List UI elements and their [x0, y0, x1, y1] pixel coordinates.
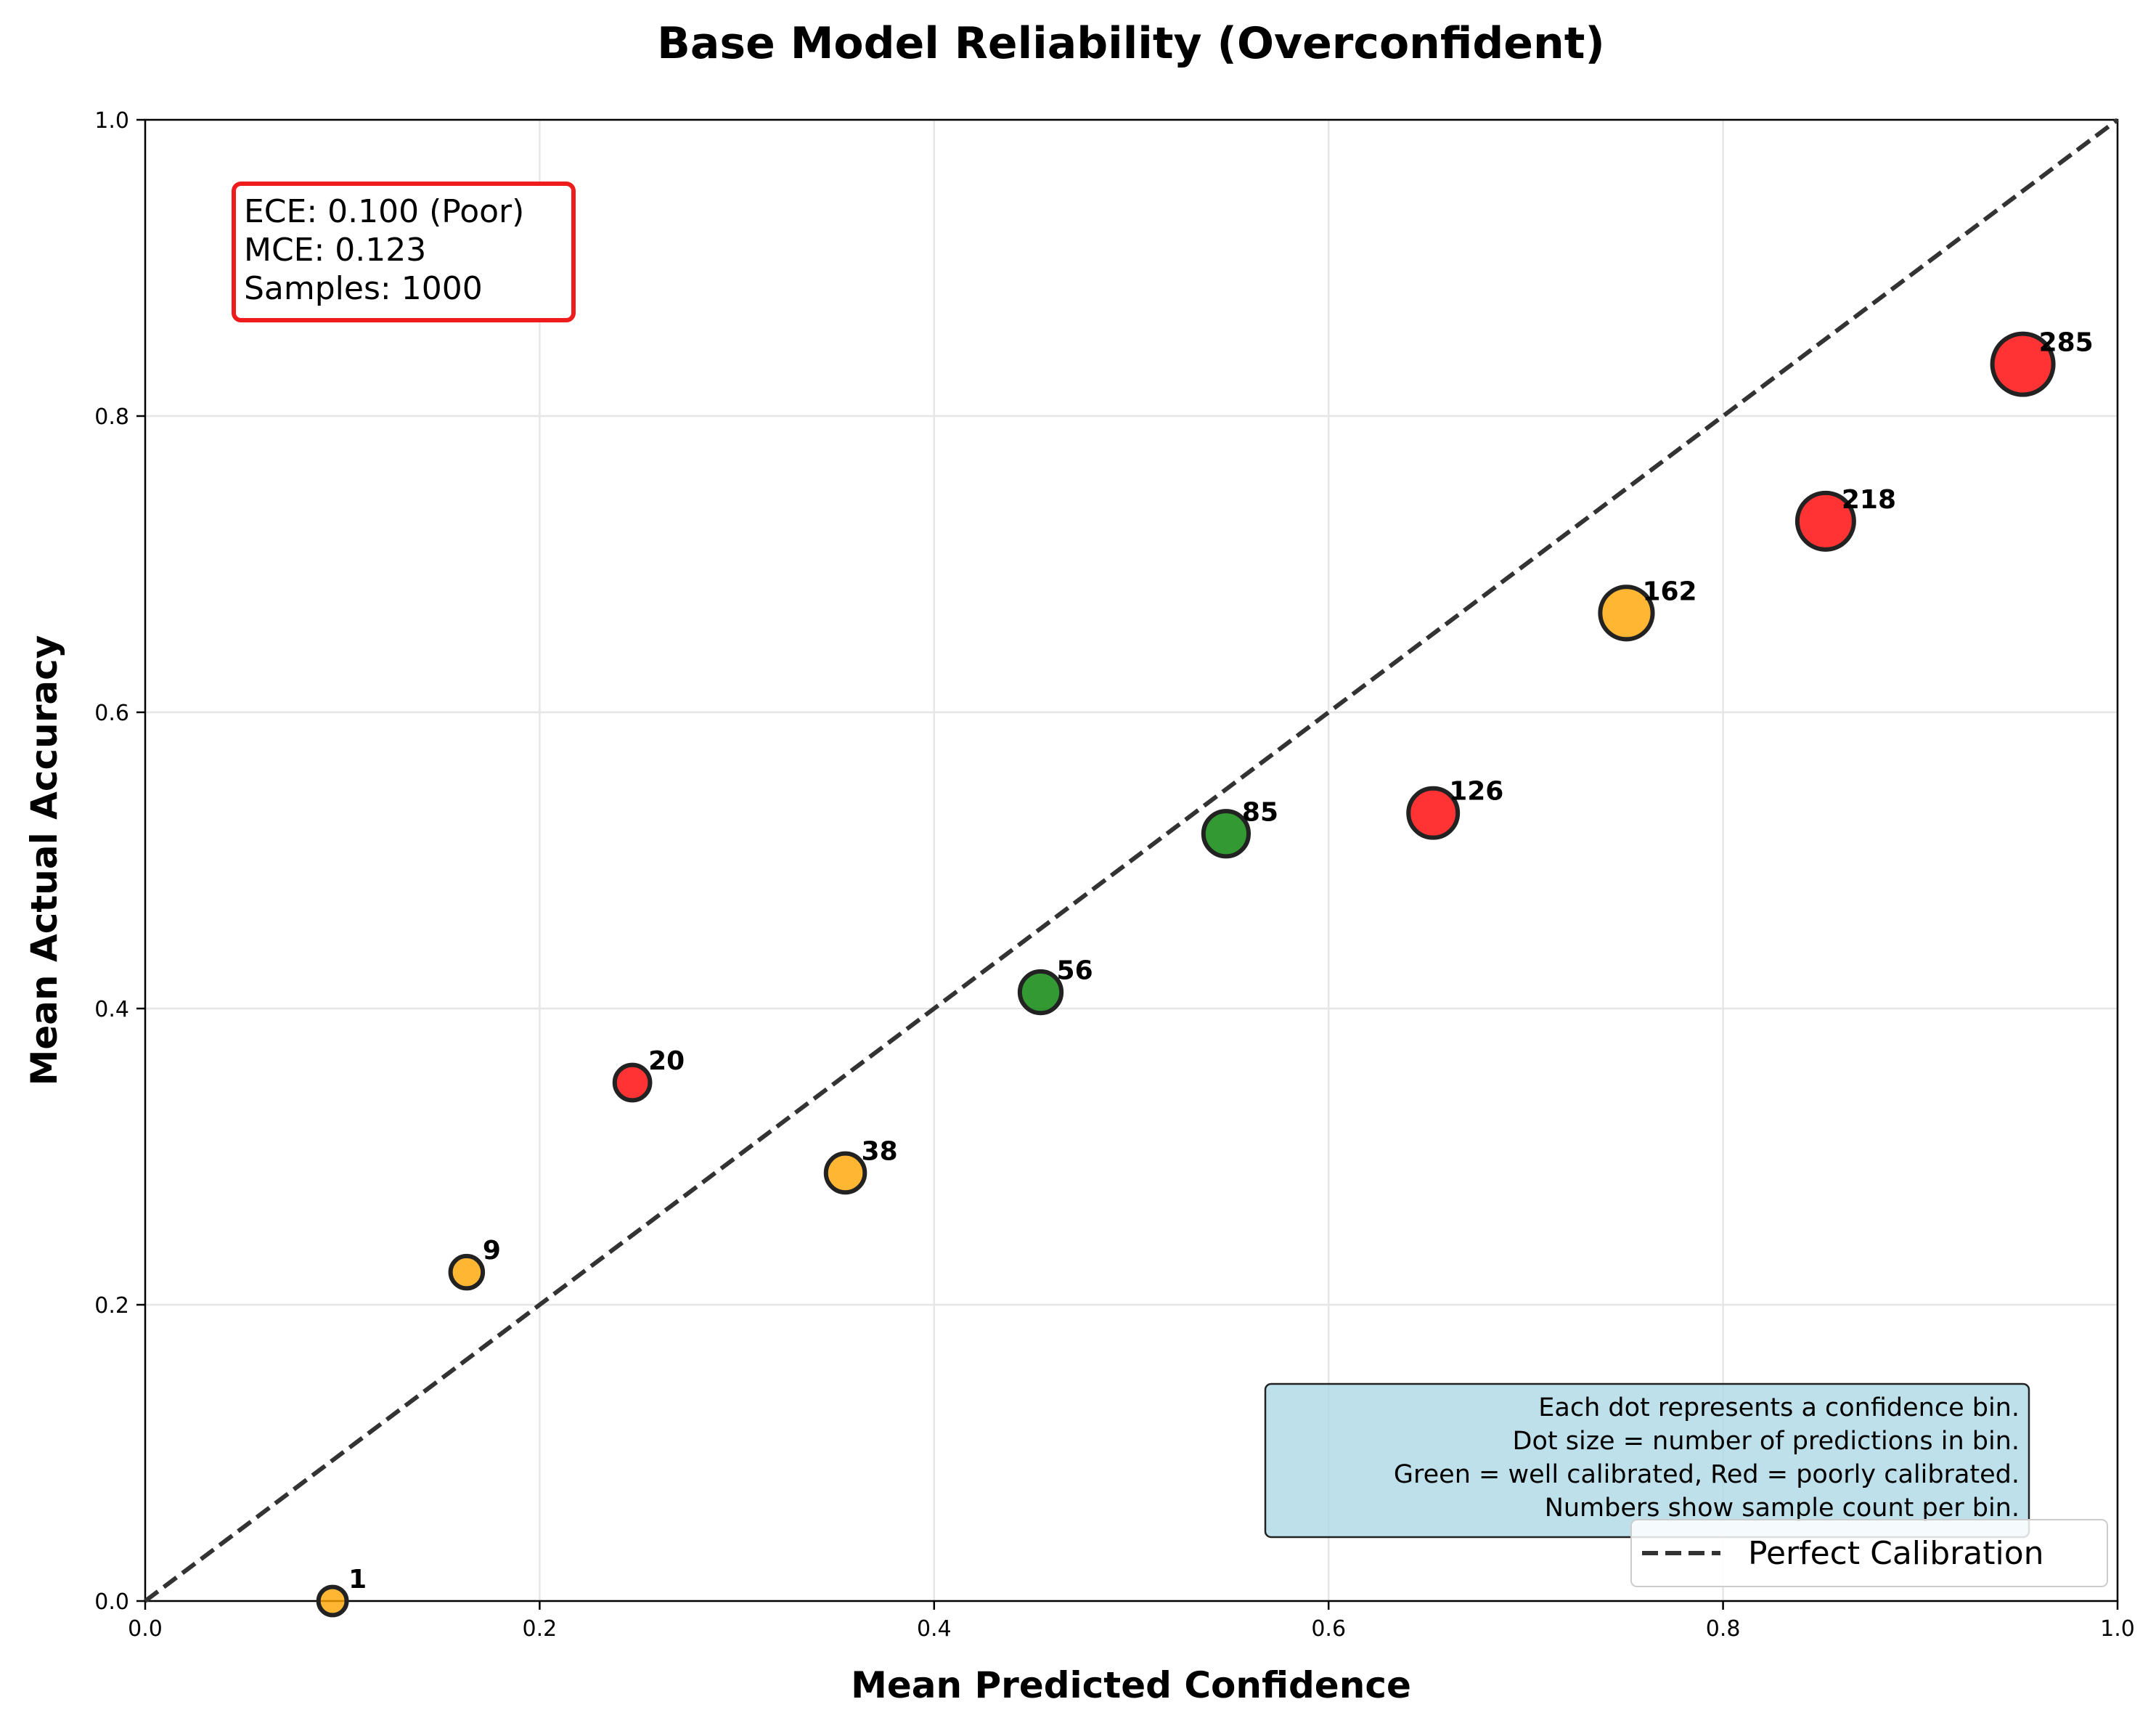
bin-label-285: 285 [2039, 328, 2094, 358]
stats-mce: MCE: 0.123 [244, 232, 426, 269]
bin-point-1 [316, 1584, 349, 1618]
x-tick-label: 1.0 [2100, 1616, 2135, 1642]
bin-point-56 [1017, 969, 1064, 1016]
perfect-calibration-line [144, 118, 2119, 1603]
bin-label-1: 1 [348, 1565, 367, 1594]
bin-label-218: 218 [1842, 485, 1896, 515]
bin-label-56: 56 [1057, 956, 1093, 986]
plot-frame [144, 118, 2119, 1602]
y-tick-label: 1.0 [94, 108, 129, 134]
bin-point-38 [823, 1151, 867, 1195]
legend-label-perfect-calibration: Perfect Calibration [1748, 1535, 2044, 1572]
bin-point-9 [448, 1253, 486, 1291]
y-tick-label: 0.6 [94, 701, 129, 726]
bin-point-285 [1990, 331, 2056, 397]
x-axis-title: Mean Predicted Confidence [851, 1664, 1411, 1706]
note-box: Each dot represents a confidence bin. Do… [1264, 1382, 2030, 1539]
y-tick-label: 0.4 [94, 997, 129, 1022]
bin-label-85: 85 [1242, 797, 1278, 827]
note-line-3: Green = well calibrated, Red = poorly ca… [1394, 1460, 2020, 1489]
bin-point-162 [1598, 584, 1655, 642]
bin-point-85 [1201, 809, 1251, 859]
x-tick-label: 0.6 [1311, 1616, 1346, 1642]
stats-box-frame [232, 182, 576, 322]
x-tick-label: 0.4 [917, 1616, 952, 1642]
chart-title: Base Model Reliability (Overconfident) [657, 18, 1605, 69]
y-tick-label: 0.0 [94, 1589, 129, 1615]
legend: Perfect Calibration [1630, 1519, 2108, 1587]
stats-samples: Samples: 1000 [244, 270, 483, 307]
bin-point-218 [1794, 490, 1856, 552]
legend-frame [1630, 1519, 2108, 1587]
bin-label-126: 126 [1449, 777, 1503, 807]
note-line-4: Numbers show sample count per bin. [1545, 1494, 2020, 1523]
point-labels: 1 9 20 38 56 85 126 162 218 285 [348, 328, 2094, 1594]
bin-label-162: 162 [1642, 577, 1696, 606]
x-tick-label: 0.2 [523, 1616, 558, 1642]
bin-label-9: 9 [483, 1236, 501, 1266]
x-axis-ticks: 0.0 0.2 0.4 0.6 0.8 1.0 [128, 1601, 2135, 1642]
y-tick-label: 0.2 [94, 1293, 129, 1319]
stats-ece: ECE: 0.100 (Poor) [244, 193, 524, 230]
note-line-1: Each dot represents a confidence bin. [1538, 1393, 2020, 1422]
y-axis-ticks: 0.0 0.2 0.4 0.6 0.8 1.0 [94, 108, 145, 1615]
y-tick-label: 0.8 [94, 404, 129, 430]
bin-label-38: 38 [862, 1136, 898, 1166]
bin-label-20: 20 [648, 1046, 685, 1076]
data-points [316, 331, 2056, 1618]
bin-point-126 [1406, 786, 1461, 840]
x-tick-label: 0.8 [1706, 1616, 1741, 1642]
x-tick-label: 0.0 [128, 1616, 163, 1642]
note-line-2: Dot size = number of predictions in bin. [1513, 1427, 2020, 1456]
y-axis-title: Mean Actual Accuracy [23, 635, 65, 1086]
bin-point-20 [612, 1062, 653, 1103]
stats-box: ECE: 0.100 (Poor) MCE: 0.123 Samples: 10… [232, 182, 576, 322]
